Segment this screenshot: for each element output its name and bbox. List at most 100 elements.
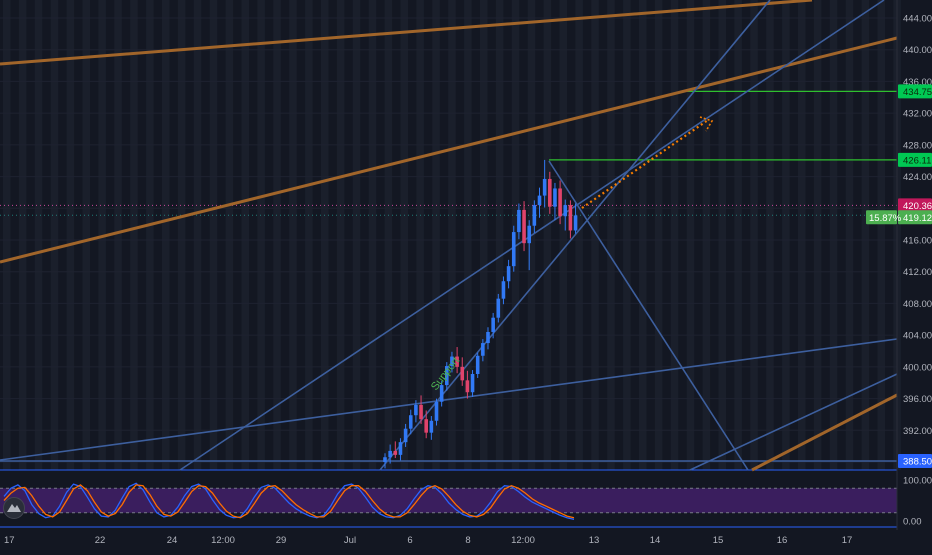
- candle: [563, 199, 568, 231]
- candle: [424, 410, 428, 439]
- session-band: [289, 0, 297, 470]
- projection-arrow[interactable]: [581, 116, 714, 209]
- price-tick-label: 392.00: [903, 426, 932, 437]
- time-axis[interactable]: 17 22 24 12:00 29 Jul 6 8 12:00 13 14 15 16 17: [4, 535, 852, 546]
- price-label-close[interactable]: 419.12: [898, 210, 932, 225]
- session-band: [146, 0, 154, 470]
- price-tick-label: 408.00: [903, 299, 932, 310]
- candle: [517, 203, 521, 240]
- session-band: [845, 0, 854, 470]
- candle-body: [481, 343, 485, 356]
- blue-trendline[interactable]: [548, 160, 749, 471]
- price-tick-label: 436.00: [903, 77, 932, 88]
- blue-trendline[interactable]: [0, 338, 898, 461]
- candle-body: [568, 205, 573, 231]
- session-band: [464, 0, 472, 470]
- price-label-last[interactable]: 420.36: [898, 198, 932, 213]
- price-label-388[interactable]: 388.50: [898, 454, 932, 468]
- time-tick-label: 24: [167, 535, 178, 546]
- candle: [496, 293, 501, 323]
- session-band: [34, 0, 43, 470]
- candle: [398, 438, 403, 461]
- candle-body: [439, 385, 444, 402]
- candle: [439, 381, 444, 407]
- candle-body: [542, 178, 547, 196]
- session-band: [607, 0, 615, 470]
- time-tick-label: Jul: [344, 535, 356, 546]
- percent-badge-bg: [866, 210, 897, 225]
- orange-trendline[interactable]: [751, 393, 898, 472]
- time-tick-label: 15: [713, 535, 724, 546]
- orange-trendline[interactable]: [0, 0, 813, 66]
- session-band: [813, 0, 822, 470]
- price-label-434-bg: [898, 84, 932, 99]
- price-tick-label: 444.00: [903, 14, 932, 25]
- blue-trendline[interactable]: [689, 373, 898, 471]
- session-band: [352, 0, 361, 470]
- session-band: [829, 0, 838, 470]
- price-tick-label: 432.00: [903, 109, 932, 120]
- candle: [527, 220, 531, 271]
- price-label-close-bg: [898, 210, 932, 225]
- candle: [522, 201, 526, 252]
- session-band: [257, 0, 265, 470]
- candle-body: [496, 298, 501, 318]
- session-band: [321, 0, 329, 470]
- price-label-388-bg: [898, 454, 932, 468]
- candle-body: [398, 442, 403, 455]
- candle-body: [573, 215, 578, 231]
- time-tick-label: 14: [650, 535, 661, 546]
- tradingview-logo-icon[interactable]: [3, 497, 25, 519]
- price-label-close-text: 419.12: [903, 213, 932, 224]
- blue-trendline[interactable]: [379, 0, 771, 471]
- session-band: [877, 0, 885, 470]
- candle-body: [532, 205, 537, 226]
- candle-body: [563, 205, 568, 217]
- candle-body: [408, 415, 413, 429]
- price-label-434[interactable]: 434.75: [898, 84, 932, 99]
- candle-body: [424, 419, 428, 433]
- session-band: [130, 0, 138, 470]
- candle: [558, 180, 562, 225]
- session-band: [18, 0, 27, 470]
- candle: [501, 276, 506, 305]
- candle-body: [388, 450, 392, 458]
- session-band: [82, 0, 90, 470]
- orange-trendline[interactable]: [0, 36, 898, 264]
- time-tick-label: 17: [4, 535, 15, 546]
- candle: [532, 200, 537, 233]
- session-band: [50, 0, 59, 470]
- session-band: [861, 0, 870, 470]
- session-band: [448, 0, 456, 470]
- candle: [542, 159, 547, 208]
- candle-body: [486, 331, 490, 344]
- price-tick-label: 424.00: [903, 172, 932, 183]
- candle-body: [455, 356, 459, 367]
- price-axis[interactable]: 444.00 440.00 436.00 432.00 428.00 424.00 420.…: [866, 0, 932, 530]
- blue-trendline[interactable]: [179, 0, 885, 471]
- session-band: [66, 0, 75, 470]
- price-label-426[interactable]: 426.11: [898, 152, 932, 167]
- percent-badge[interactable]: 15.87%: [866, 210, 902, 225]
- time-tick-label: 6: [407, 535, 412, 546]
- candle: [383, 453, 387, 469]
- session-band: [416, 0, 424, 470]
- projection-line[interactable]: [581, 119, 709, 209]
- candle-body: [506, 266, 511, 282]
- candle-body: [558, 188, 562, 217]
- session-band: [798, 0, 806, 470]
- stochastic-panel: [0, 482, 897, 528]
- session-band: [368, 0, 377, 470]
- projection-arrowhead[interactable]: [699, 116, 714, 132]
- session-band: [702, 0, 711, 470]
- session-band: [639, 0, 647, 470]
- candle-body: [383, 457, 387, 462]
- candle: [460, 357, 465, 386]
- candle: [573, 203, 578, 234]
- session-band: [750, 0, 758, 470]
- candle: [486, 327, 490, 350]
- trendlines[interactable]: [0, 0, 898, 472]
- session-band: [480, 0, 488, 470]
- price-label-388-text: 388.50: [903, 457, 932, 468]
